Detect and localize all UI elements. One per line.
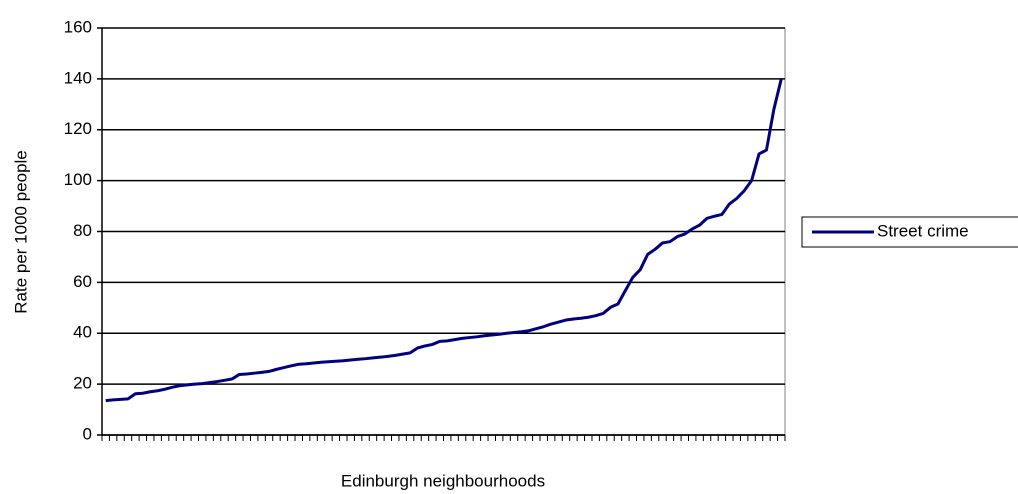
y-tick-label: 20 bbox=[73, 374, 92, 393]
y-tick-label: 0 bbox=[83, 424, 92, 443]
y-tick-label: 60 bbox=[73, 272, 92, 291]
y-tick-label: 140 bbox=[64, 68, 92, 87]
y-tick-label: 100 bbox=[64, 170, 92, 189]
x-axis-label: Edinburgh neighbourhoods bbox=[341, 471, 545, 490]
y-tick-label: 120 bbox=[64, 119, 92, 138]
y-axis-label: Rate per 1000 people bbox=[11, 150, 30, 314]
y-tick-label: 40 bbox=[73, 323, 92, 342]
legend-label: Street crime bbox=[877, 221, 969, 240]
data-line bbox=[105, 78, 783, 403]
y-tick-label: 160 bbox=[64, 17, 92, 36]
y-tick-label: 80 bbox=[73, 221, 92, 240]
